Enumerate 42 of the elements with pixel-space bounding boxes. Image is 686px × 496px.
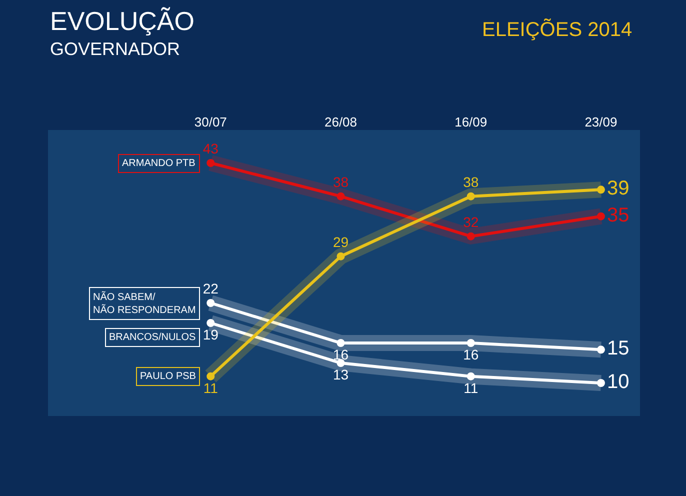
point bbox=[466, 339, 475, 347]
data-label: 13 bbox=[332, 366, 349, 382]
data-label: 38 bbox=[332, 174, 349, 190]
chart-title: EVOLUÇÃO bbox=[50, 6, 194, 36]
data-label: 10 bbox=[606, 371, 630, 393]
point bbox=[206, 319, 215, 327]
point bbox=[336, 252, 345, 260]
data-label: 11 bbox=[203, 380, 218, 396]
point bbox=[206, 372, 215, 380]
x-tick-label: 30/07 bbox=[194, 114, 227, 130]
data-label: 35 bbox=[606, 204, 630, 226]
data-label: 32 bbox=[463, 214, 479, 230]
point bbox=[466, 372, 475, 380]
data-label: 15 bbox=[606, 338, 630, 360]
x-tick-label: 26/08 bbox=[324, 114, 358, 130]
x-tick-label: 16/09 bbox=[454, 114, 488, 130]
point bbox=[206, 299, 215, 307]
point bbox=[596, 379, 605, 387]
point bbox=[596, 346, 605, 354]
point bbox=[466, 192, 475, 200]
data-label: 11 bbox=[464, 380, 478, 396]
series-label: PAULO PSB bbox=[140, 371, 196, 382]
data-label: 38 bbox=[463, 174, 479, 190]
data-label: 39 bbox=[606, 178, 630, 200]
x-tick-label: 23/09 bbox=[584, 114, 618, 130]
point bbox=[336, 339, 345, 347]
chart-subtitle: GOVERNADOR bbox=[50, 39, 180, 59]
data-label: 22 bbox=[202, 280, 219, 296]
data-label: 19 bbox=[202, 326, 219, 342]
point bbox=[336, 192, 345, 200]
series-label: NÃO SABEM/ NÃO RESPONDERAM bbox=[93, 291, 196, 316]
point bbox=[206, 159, 215, 167]
point bbox=[596, 212, 605, 220]
point bbox=[466, 232, 475, 240]
data-label: 16 bbox=[332, 346, 349, 362]
data-label: 16 bbox=[463, 346, 479, 362]
data-label: 43 bbox=[202, 140, 219, 156]
series-label: ARMANDO PTB bbox=[122, 158, 196, 169]
point bbox=[596, 186, 605, 194]
text: ELEIÇÕES 2014 bbox=[482, 18, 632, 41]
series-label: BRANCOS/NULOS bbox=[109, 332, 196, 343]
data-label: 29 bbox=[332, 234, 349, 250]
